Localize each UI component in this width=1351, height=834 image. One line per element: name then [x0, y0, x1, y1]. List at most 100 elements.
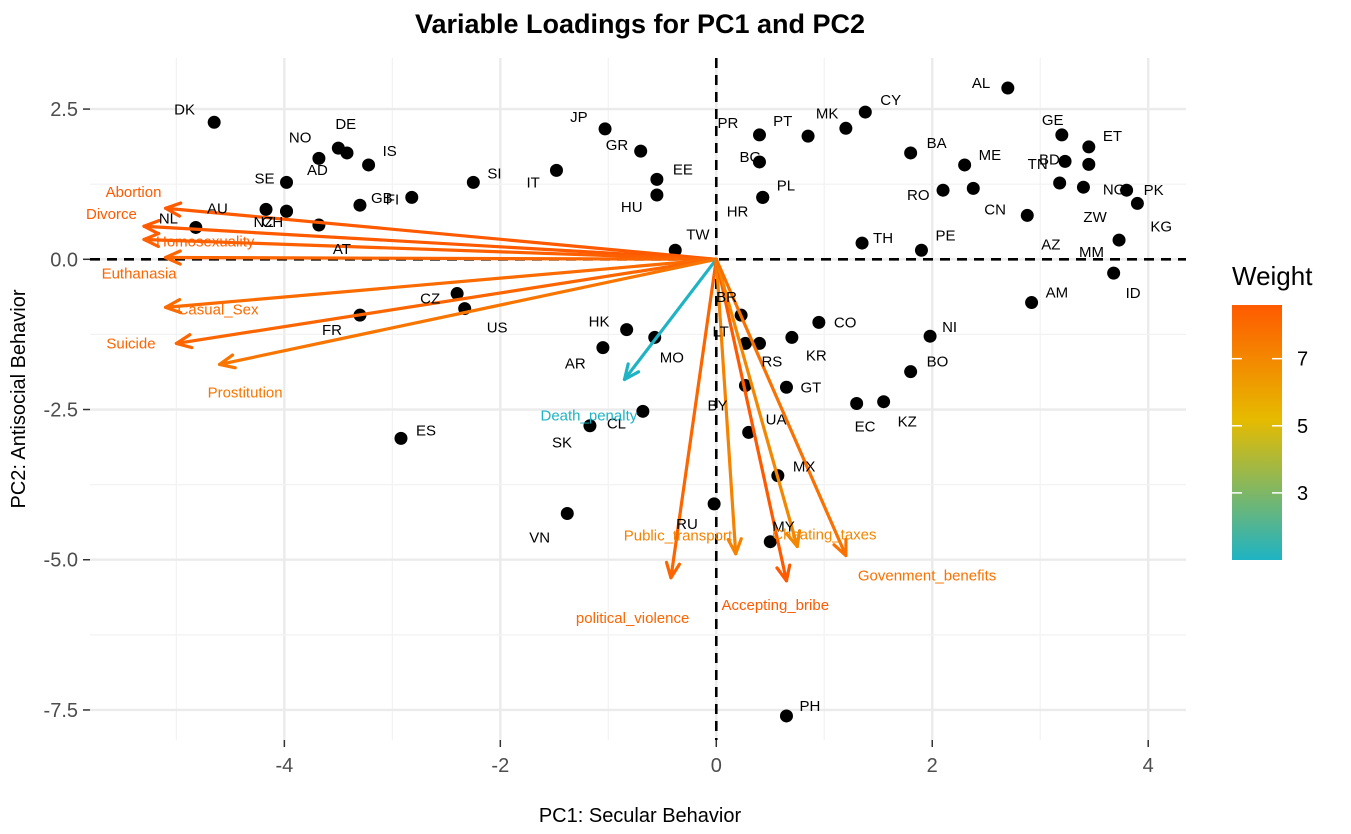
loading-label: Death_penalty — [541, 407, 638, 424]
data-point — [394, 431, 408, 445]
point-label: MX — [793, 459, 816, 476]
y-tick-label: -5.0 — [44, 550, 78, 572]
loading-arrow-head — [775, 563, 792, 583]
points — [189, 81, 1144, 723]
loading-arrow-head — [142, 231, 161, 249]
data-point — [650, 188, 664, 202]
data-point — [779, 709, 793, 723]
data-point — [1120, 183, 1134, 197]
data-point — [958, 158, 972, 172]
point-label: BD — [1039, 151, 1060, 168]
x-tick-label: -2 — [491, 755, 509, 777]
loading-arrow-shaft — [142, 237, 718, 261]
loading-arrow-shaft — [714, 257, 789, 583]
point-label: FR — [322, 322, 342, 339]
data-point — [1082, 157, 1096, 171]
data-point — [756, 190, 770, 204]
axis-ticks: -4 -2 0 2 4 2.5 0.0 -2.5 -5.0 -7.5 — [44, 99, 1154, 777]
data-point — [312, 151, 326, 165]
data-point — [1020, 208, 1034, 222]
loading-arrow-head — [174, 333, 194, 350]
loading-arrow-head — [622, 362, 641, 382]
point-label: NI — [942, 319, 957, 336]
point-label: CN — [984, 201, 1006, 218]
x-tick-label: 2 — [927, 755, 938, 777]
x-axis-title: PC1: Secular Behavior — [539, 805, 742, 827]
data-point — [763, 535, 777, 549]
point-label: FI — [386, 191, 399, 208]
loading-arrow-shaft — [174, 257, 718, 346]
y-axis-title: PC2: Antisocial Behavior — [8, 289, 30, 508]
plot-panel — [90, 58, 1186, 740]
data-point — [560, 506, 574, 520]
point-label: CO — [834, 314, 857, 331]
point-label: SK — [552, 435, 572, 452]
point-label: MY — [772, 519, 795, 536]
point-label: TW — [686, 226, 710, 243]
point-label: LT — [712, 323, 728, 340]
data-point — [707, 497, 721, 511]
point-label: PR — [717, 115, 738, 132]
data-point — [583, 419, 597, 433]
data-point — [1055, 128, 1069, 142]
point-label: PE — [935, 227, 955, 244]
point-label: GB — [371, 190, 393, 207]
legend-tick-label: 5 — [1297, 416, 1308, 438]
point-label: CH — [262, 214, 284, 231]
point-label: HU — [621, 199, 643, 216]
point-label: ME — [979, 147, 1002, 164]
point-label: EE — [673, 161, 693, 178]
loading-label: Prostitution — [208, 384, 283, 401]
point-label: CZ — [420, 291, 440, 308]
point-label: SI — [487, 165, 501, 182]
point-label: BG — [739, 149, 761, 166]
point-label: ID — [1126, 285, 1141, 302]
point-label: BY — [707, 397, 727, 414]
loading-label: Casual_Sex — [178, 301, 259, 318]
loading-label: political_violence — [576, 610, 689, 627]
data-point — [801, 129, 815, 143]
data-point — [904, 365, 918, 379]
loading-arrow-shaft — [622, 257, 718, 382]
loading-arrow-head — [832, 537, 848, 558]
data-point — [340, 146, 354, 160]
point-label: AU — [207, 200, 228, 217]
legend-title: Weight — [1232, 261, 1313, 291]
loading-label: Abortion — [106, 184, 162, 201]
point-label: PH — [799, 698, 820, 715]
loading-label: Govenment_benefits — [858, 568, 996, 585]
point-label: CL — [607, 415, 626, 432]
point-label: NL — [159, 210, 178, 227]
data-point — [855, 236, 869, 250]
loading-arrow-head — [163, 297, 183, 315]
point-label: KG — [1150, 218, 1172, 235]
loading-arrow-shaft — [142, 224, 718, 261]
point-label: EC — [855, 419, 876, 436]
loading-label: Divorce — [86, 206, 137, 223]
loading-label: Suicide — [106, 335, 155, 352]
data-point — [596, 341, 610, 355]
point-label: CY — [880, 92, 901, 109]
point-label: IS — [383, 143, 397, 160]
point-label: KZ — [898, 414, 917, 431]
point-label: AM — [1046, 285, 1069, 302]
point-label: RO — [907, 187, 930, 204]
loading-arrow-head — [217, 353, 237, 370]
data-point — [752, 128, 766, 142]
legend: Weight 3 5 7 — [1232, 261, 1313, 560]
point-label: HK — [589, 314, 610, 331]
loading-arrow-head — [142, 218, 161, 236]
point-label: GE — [1042, 112, 1064, 129]
loading-label: Homosexuality — [156, 233, 255, 250]
loading-label: Public_transport — [624, 528, 733, 545]
data-point — [904, 146, 918, 160]
data-point — [1001, 81, 1015, 95]
data-point — [812, 315, 826, 329]
loading-arrow-head — [163, 249, 182, 266]
data-point — [1112, 233, 1126, 247]
data-point — [353, 198, 367, 212]
data-point — [598, 122, 612, 136]
point-label: MO — [660, 349, 684, 366]
point-label: ET — [1103, 128, 1122, 145]
y-tick-label: -2.5 — [44, 400, 78, 422]
